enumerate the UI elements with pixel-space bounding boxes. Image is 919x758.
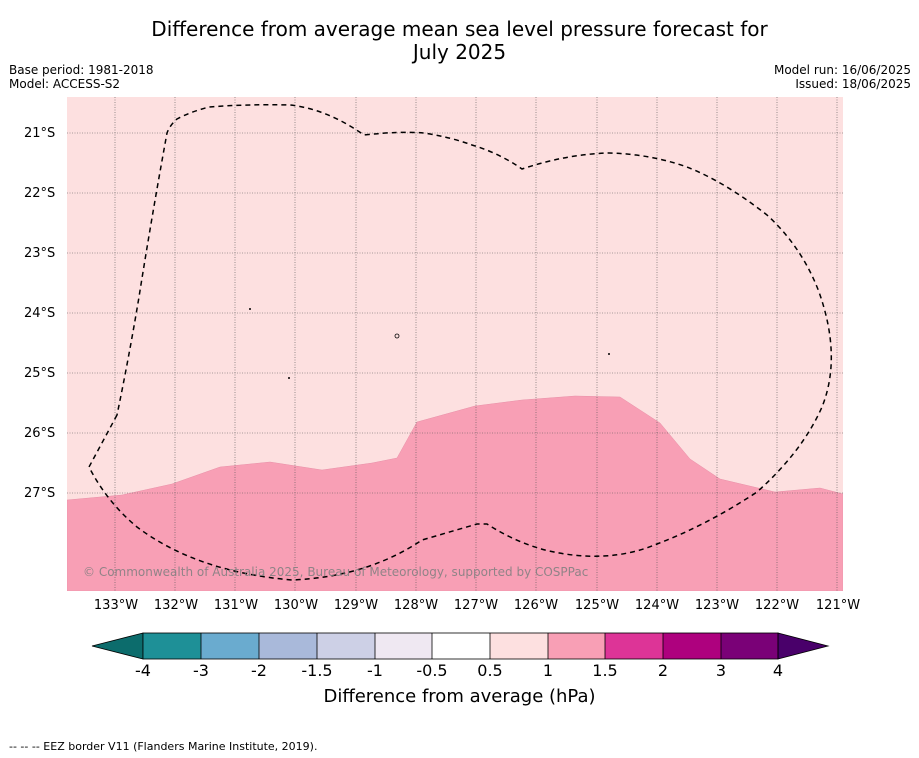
lon-label-126w: 126°W <box>513 598 559 613</box>
colorbar-label-2: 2 <box>657 661 669 680</box>
map-title: Difference from average mean sea level p… <box>0 18 919 64</box>
colorbar-bin-3 <box>259 633 317 659</box>
colorbar <box>91 632 830 660</box>
lat-label-21s: 21°S <box>24 126 56 141</box>
eez-border <box>88 104 833 581</box>
lat-label-25s: 25°S <box>24 366 56 381</box>
lat-gridlines <box>67 132 843 494</box>
lat-label-23s: 23°S <box>24 246 56 261</box>
colorbar-label-neg2: -2 <box>251 661 267 680</box>
lat-label-26s: 26°S <box>24 426 56 441</box>
island-markers <box>249 308 610 379</box>
lat-label-27s: 27°S <box>24 486 56 501</box>
title-line-1: Difference from average mean sea level p… <box>151 17 768 41</box>
colorbar-bin-7 <box>490 633 548 659</box>
colorbar-bin-2 <box>201 633 259 659</box>
lon-label-122w: 122°W <box>754 598 800 613</box>
colorbar-label-1-5: 1.5 <box>592 661 618 680</box>
colorbar-label-1: 1 <box>542 661 554 680</box>
base-period: Base period: 1981-2018 <box>9 63 154 77</box>
colorbar-bin-1 <box>143 633 201 659</box>
lat-label-22s: 22°S <box>24 186 56 201</box>
colorbar-label-neg3: -3 <box>193 661 209 680</box>
colorbar-bin-8 <box>548 633 605 659</box>
eez-footer-note: -- -- -- EEZ border V11 (Flanders Marine… <box>9 740 318 753</box>
meta-right: Model run: 16/06/2025 Issued: 18/06/2025 <box>774 63 911 91</box>
colorbar-bin-11 <box>721 633 778 659</box>
lon-label-128w: 128°W <box>393 598 439 613</box>
colorbar-label-3: 3 <box>715 661 727 680</box>
colorbar-bin-6 <box>432 633 490 659</box>
map-plot <box>67 97 843 591</box>
meta-left: Base period: 1981-2018 Model: ACCESS-S2 <box>9 63 154 91</box>
lon-label-129w: 129°W <box>333 598 379 613</box>
lon-label-125w: 125°W <box>574 598 620 613</box>
colorbar-bin-4 <box>317 633 375 659</box>
lat-label-24s: 24°S <box>24 306 56 321</box>
colorbar-label-neg0-5: -0.5 <box>416 661 448 680</box>
lon-label-123w: 123°W <box>694 598 740 613</box>
lon-label-131w: 131°W <box>213 598 259 613</box>
colorbar-label-4: 4 <box>772 661 784 680</box>
colorbar-label-0-5: 0.5 <box>477 661 503 680</box>
lon-label-127w: 127°W <box>453 598 499 613</box>
colorbar-bin-9 <box>605 633 663 659</box>
lon-label-121w: 121°W <box>815 598 861 613</box>
region-1-to-1.5 <box>67 395 843 591</box>
issued-date: Issued: 18/06/2025 <box>795 77 911 91</box>
colorbar-label-neg1-5: -1.5 <box>301 661 333 680</box>
title-line-2: July 2025 <box>412 40 507 64</box>
lon-label-133w: 133°W <box>93 598 139 613</box>
colorbar-title: Difference from average (hPa) <box>323 686 596 707</box>
lon-label-130w: 130°W <box>273 598 319 613</box>
lon-label-132w: 132°W <box>153 598 199 613</box>
colorbar-extend-high <box>777 632 830 660</box>
colorbar-extend-low <box>91 632 144 660</box>
colorbar-label-neg1: -1 <box>367 661 383 680</box>
copyright-notice: © Commonwealth of Australia 2025, Bureau… <box>83 565 589 579</box>
model-name: Model: ACCESS-S2 <box>9 77 121 91</box>
model-run: Model run: 16/06/2025 <box>773 63 911 77</box>
colorbar-label-neg4: -4 <box>135 661 151 680</box>
lon-label-124w: 124°W <box>634 598 680 613</box>
colorbar-bin-5 <box>375 633 432 659</box>
colorbar-bin-10 <box>663 633 721 659</box>
